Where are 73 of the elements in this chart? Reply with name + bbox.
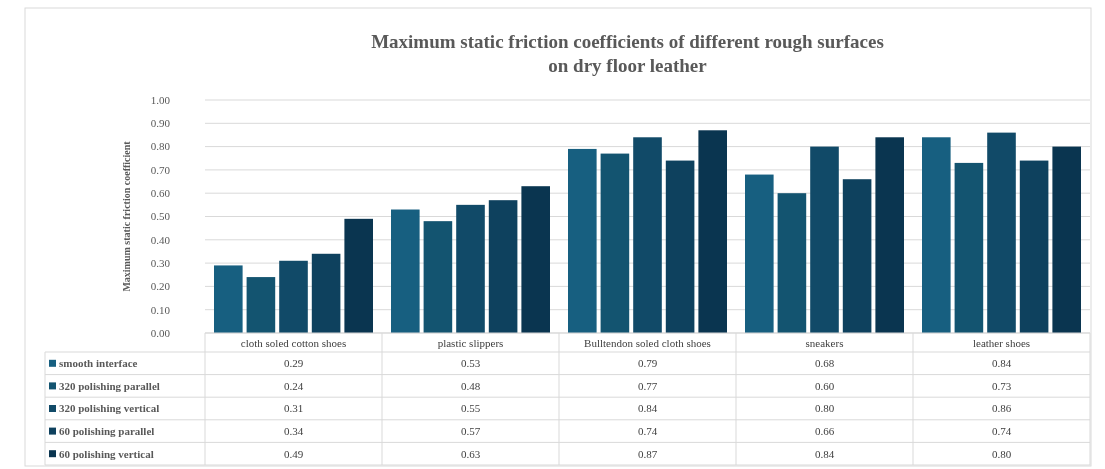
y-tick-label: 0.20	[150, 280, 171, 293]
legend-label: 320 polishing parallel	[59, 379, 160, 392]
x-tick-label: leather shoes	[972, 337, 1031, 350]
x-tick-label: sneakers	[805, 337, 844, 350]
bar	[488, 200, 518, 333]
bar	[698, 130, 727, 333]
bar	[922, 137, 951, 333]
y-tick-label: 0.70	[150, 163, 171, 176]
bar	[423, 221, 453, 333]
y-axis-title: Maximum static friction coefficient	[121, 140, 132, 292]
data-label: 0.79	[637, 357, 658, 370]
data-label: 0.49	[283, 447, 304, 460]
data-label: 0.86	[991, 402, 1012, 415]
bar	[633, 137, 662, 333]
data-label: 0.84	[991, 357, 1012, 370]
data-label: 0.31	[283, 402, 304, 415]
data-label: 0.84	[637, 402, 658, 415]
data-label: 0.80	[991, 447, 1012, 460]
data-label: 0.60	[814, 379, 835, 392]
data-label: 0.63	[460, 447, 481, 460]
data-label: 0.87	[637, 447, 658, 460]
bar	[279, 260, 308, 333]
y-tick-label: 0.10	[150, 303, 171, 316]
data-label: 0.34	[283, 424, 304, 437]
y-tick-label: 0.40	[150, 233, 171, 246]
y-tick-label: 0.30	[150, 256, 171, 269]
bar	[311, 253, 341, 333]
y-tick-label: 0.80	[150, 140, 171, 153]
data-label: 0.53	[460, 357, 481, 370]
data-label: 0.24	[283, 379, 304, 392]
data-label: 0.68	[814, 357, 835, 370]
bar	[665, 160, 695, 333]
bar	[745, 174, 774, 333]
data-label: 0.74	[991, 424, 1012, 437]
data-label: 0.74	[637, 424, 658, 437]
bar	[954, 162, 984, 333]
bar	[875, 137, 904, 333]
bar	[214, 265, 243, 333]
bar	[810, 146, 839, 333]
data-label: 0.84	[814, 447, 835, 460]
bar	[456, 204, 485, 333]
x-tick-label: Bulltendon soled cloth shoes	[584, 337, 711, 350]
y-tick-label: 0.50	[150, 210, 171, 223]
data-label: 0.57	[460, 424, 481, 437]
data-label: 0.73	[991, 379, 1012, 392]
chart-title: Maximum static friction coefficients of different rough surfaces on dry floor leather	[371, 31, 884, 76]
y-tick-label: 1.00	[150, 93, 171, 106]
data-label: 0.80	[814, 402, 835, 415]
data-label: 0.55	[460, 402, 481, 415]
bar	[600, 153, 630, 333]
bar	[246, 277, 276, 333]
data-label: 0.77	[637, 379, 658, 392]
legend-label: 60 polishing vertical	[59, 447, 154, 460]
data-label: 0.66	[814, 424, 835, 437]
data-label: 0.48	[460, 379, 481, 392]
data-label: 0.29	[283, 357, 304, 370]
legend-label: 60 polishing parallel	[59, 424, 155, 437]
x-tick-label: plastic slippers	[437, 337, 504, 350]
bar	[344, 218, 373, 333]
bar	[568, 148, 597, 333]
x-tick-label: cloth soled cotton shoes	[240, 337, 347, 350]
bar	[391, 209, 420, 333]
y-tick-label: 0.60	[150, 187, 171, 200]
bar	[842, 179, 872, 333]
legend-label: 320 polishing vertical	[59, 402, 160, 415]
legend-label: smooth interface	[59, 357, 138, 370]
y-tick-label: 0.00	[150, 326, 171, 339]
y-tick-label: 0.90	[150, 117, 171, 130]
bar	[521, 186, 550, 333]
bar	[777, 193, 807, 333]
bar	[987, 132, 1016, 333]
bar	[1019, 160, 1049, 333]
bar	[1052, 146, 1081, 333]
